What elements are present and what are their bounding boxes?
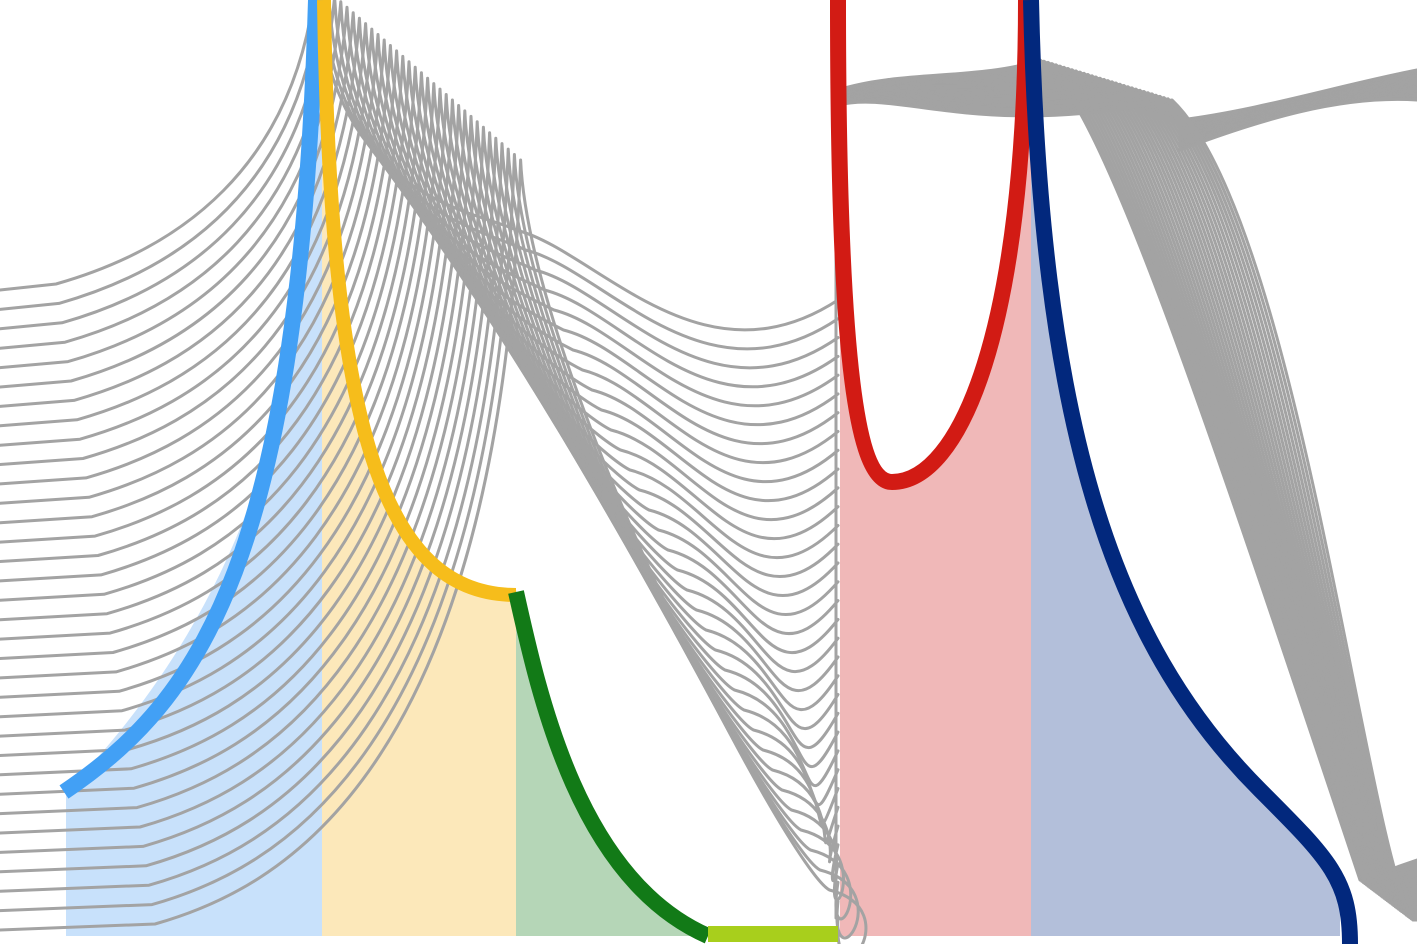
gray-curve <box>0 76 840 674</box>
highlight-curves <box>59 0 1358 944</box>
blue-curve <box>59 0 324 799</box>
gray-curve <box>0 153 860 940</box>
gray-curve <box>0 27 840 503</box>
gray-curve <box>836 98 1417 922</box>
gray-curve <box>0 109 840 788</box>
gray-curve <box>0 54 840 598</box>
gray-curve <box>0 142 845 902</box>
gray-curve <box>0 38 840 541</box>
gray-curve <box>0 114 840 807</box>
red-curve <box>830 0 1034 490</box>
gray-curve <box>0 82 840 693</box>
gray-curve <box>1178 97 1417 152</box>
green-curve <box>508 590 712 944</box>
gray-curve <box>0 158 868 944</box>
gray-curve <box>0 104 840 769</box>
gray-curve <box>0 125 840 845</box>
gray-curve <box>0 147 853 921</box>
navy-curve <box>1023 0 1358 944</box>
gray-curve <box>0 49 840 579</box>
gray-curve <box>0 131 840 864</box>
gray-curve <box>0 136 840 883</box>
yellow-curve <box>317 0 517 602</box>
gray-curve <box>0 33 840 522</box>
gray-curve <box>0 120 840 826</box>
